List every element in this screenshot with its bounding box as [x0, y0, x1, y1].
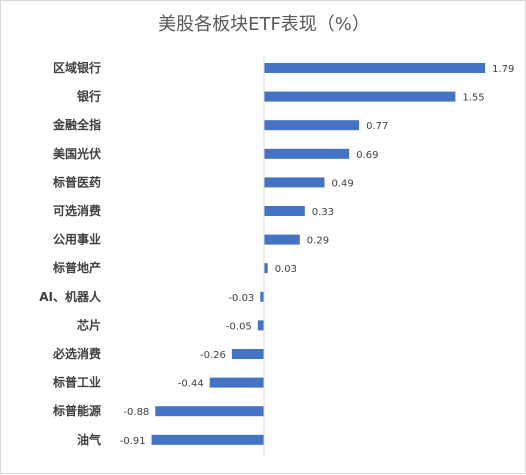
bar-6 [264, 206, 305, 216]
bar-5 [264, 177, 325, 188]
data-label: 0.03 [275, 264, 297, 275]
value-label-group: 1.79 1.55 0.77 0.69 0.49 0.33 0.29 0.03 -0.03 -0.… [120, 64, 515, 447]
bar-4 [264, 148, 350, 159]
data-label: 0.29 [307, 236, 329, 247]
bar-12 [209, 377, 264, 388]
category-label: AI、机器人 [39, 289, 102, 304]
data-label: 0.77 [366, 121, 388, 132]
bar-14 [151, 434, 264, 445]
bar-9 [260, 291, 264, 302]
category-label: 标普工业 [52, 375, 101, 390]
data-label: 0.69 [356, 150, 378, 161]
bar-7 [264, 234, 300, 245]
category-label: 油气 [77, 432, 101, 447]
category-label: 可选消费 [53, 203, 101, 218]
data-label: -0.26 [200, 350, 226, 361]
category-label: 金融全指 [52, 117, 101, 132]
data-label: -0.91 [120, 436, 146, 447]
category-label: 美国光伏 [53, 146, 101, 161]
bar-13 [155, 406, 264, 417]
bar-2 [264, 91, 456, 102]
category-label: 标普地产 [52, 260, 101, 275]
data-label: -0.88 [123, 407, 149, 418]
data-label: 1.55 [462, 93, 484, 104]
category-label: 公用事业 [53, 232, 101, 247]
data-label: -0.44 [178, 379, 204, 390]
category-label: 必选消费 [52, 346, 101, 361]
data-label: -0.03 [228, 293, 254, 304]
bar-group [151, 63, 486, 445]
category-label: 区域银行 [53, 60, 101, 75]
data-label: 0.49 [332, 178, 354, 189]
data-label: -0.05 [226, 321, 252, 332]
category-label: 银行 [77, 89, 101, 104]
bar-3 [264, 120, 360, 131]
data-label: 1.79 [492, 64, 514, 75]
bar-11 [231, 349, 264, 359]
bar-1 [264, 63, 486, 73]
bar-8 [264, 263, 268, 274]
chart-title: 美股各板块ETF表现（%） [158, 14, 370, 35]
data-label: 0.33 [312, 207, 334, 218]
category-label: 标普医药 [52, 174, 101, 189]
category-label: 标普能源 [52, 403, 101, 418]
category-label: 芯片 [77, 317, 101, 332]
bar-10 [257, 320, 264, 331]
